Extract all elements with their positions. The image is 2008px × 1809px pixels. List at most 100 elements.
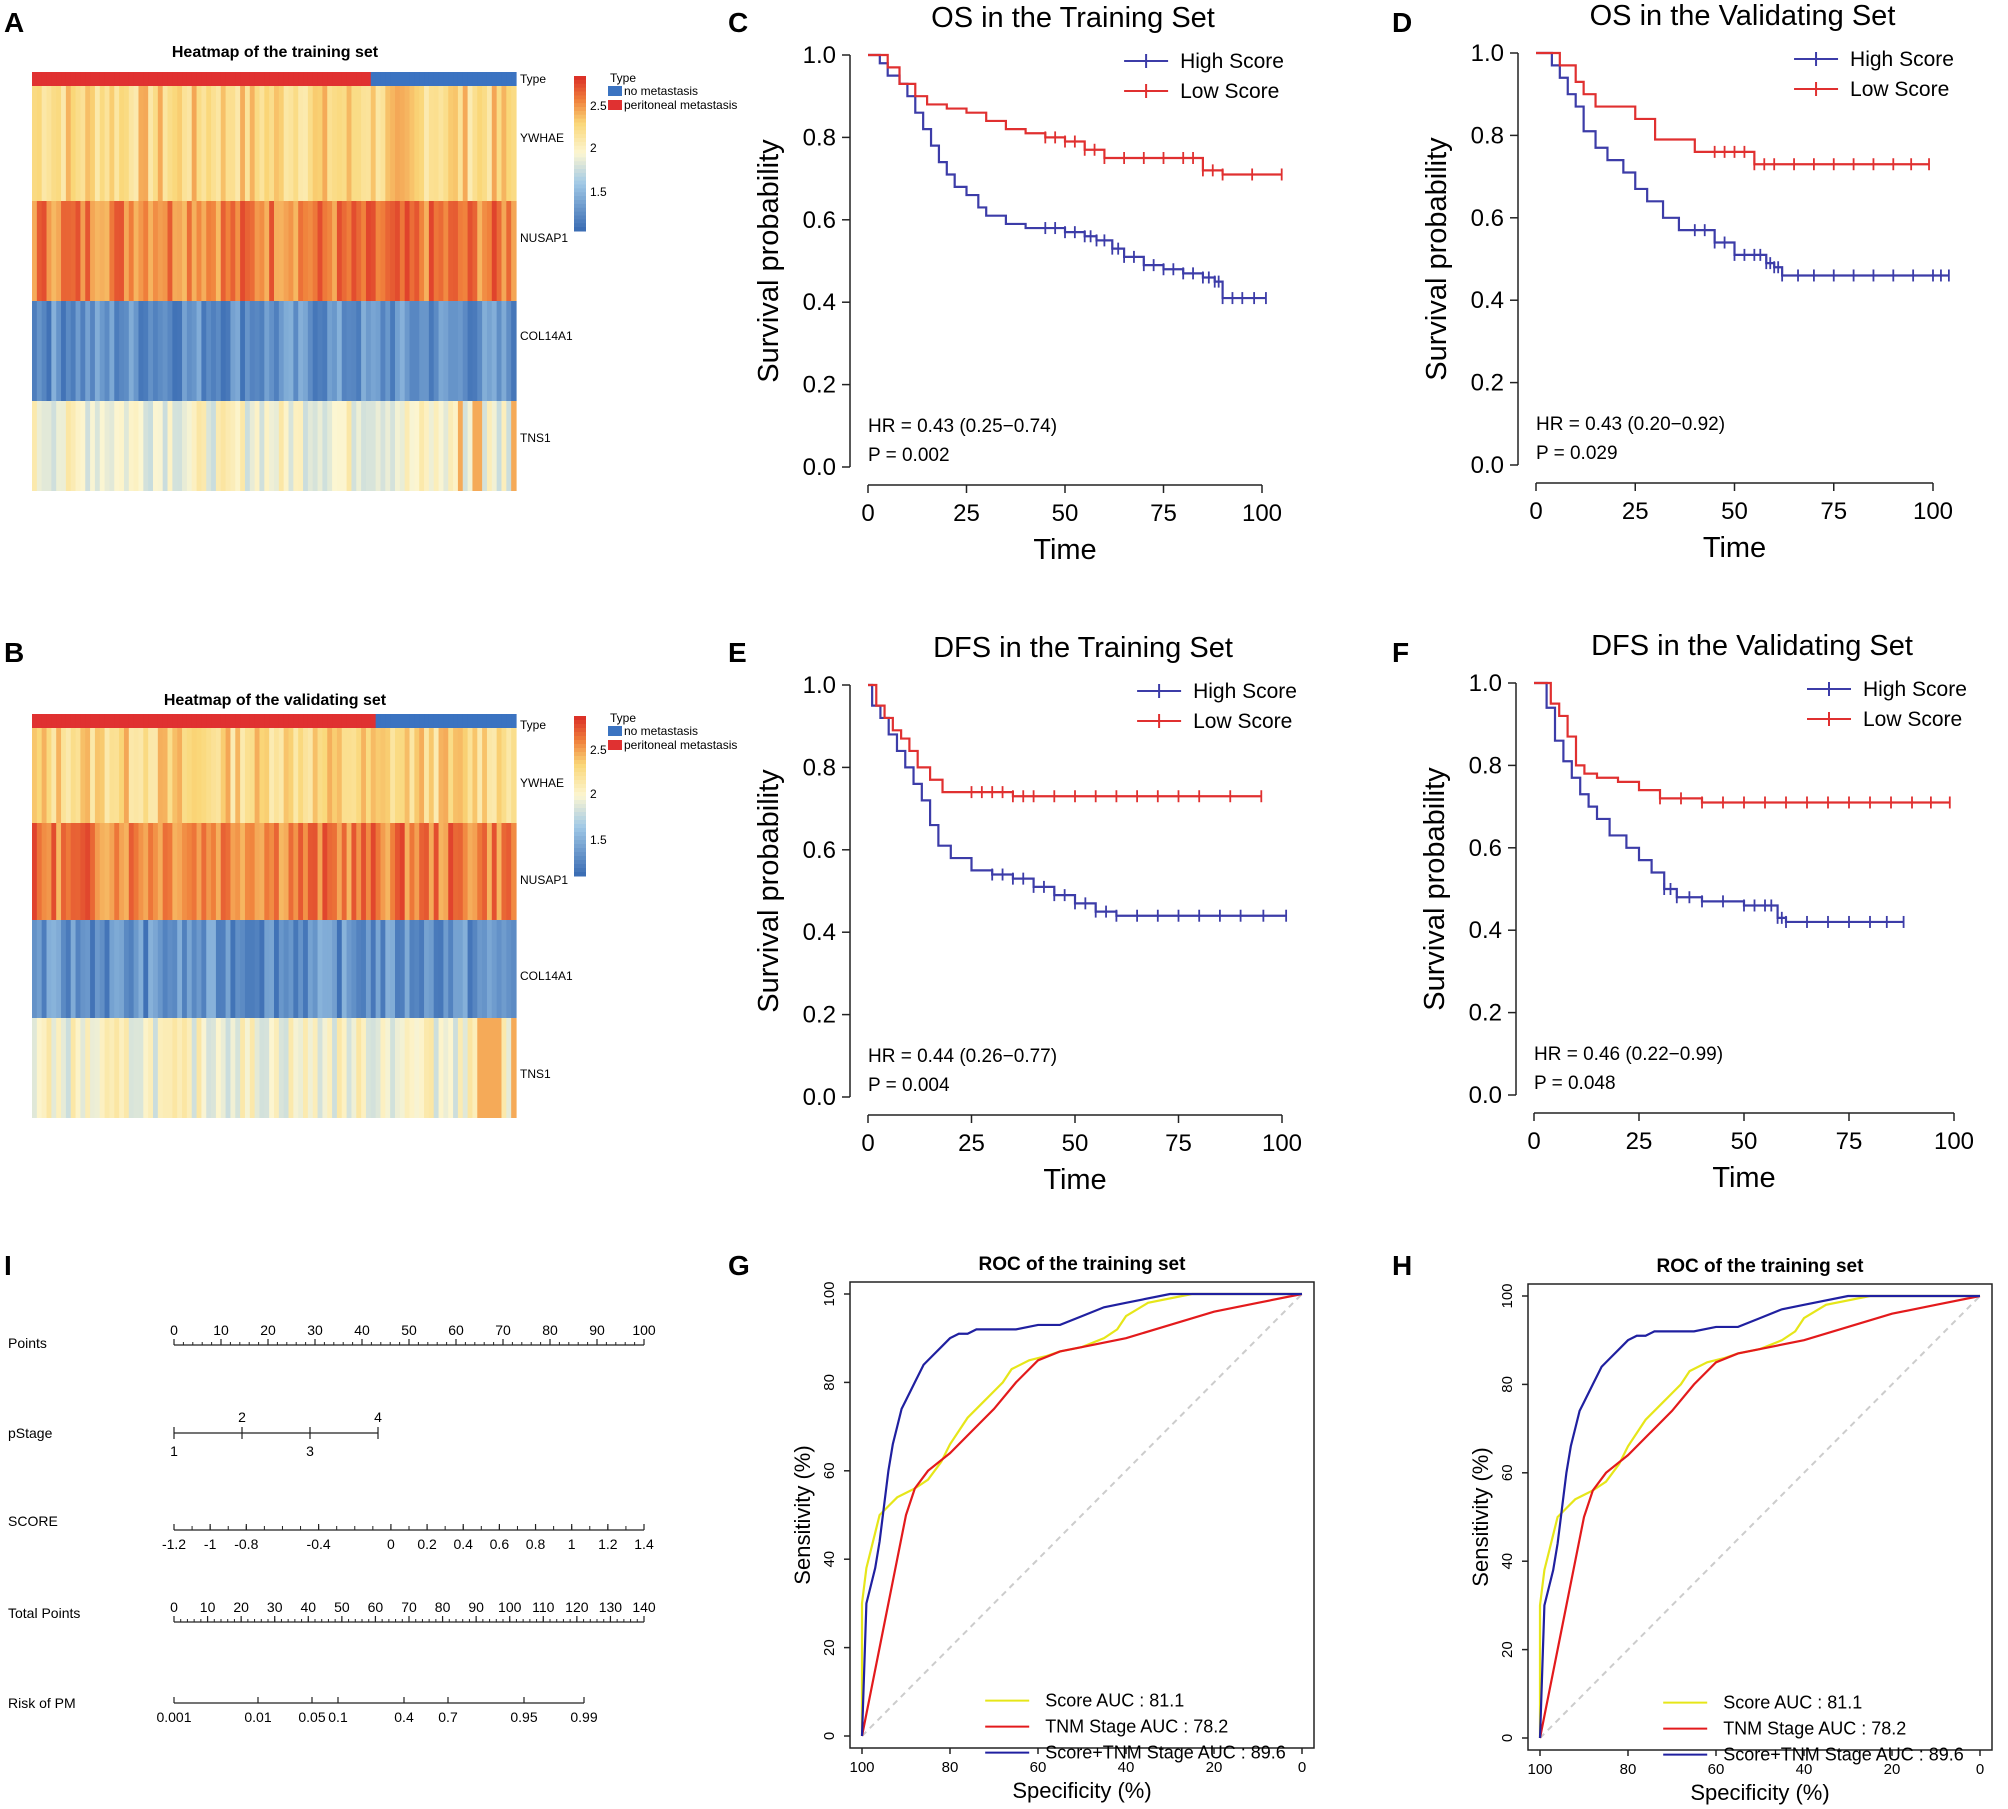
heatmap-cell: [206, 301, 212, 401]
heatmap-cell: [75, 86, 81, 201]
heatmap-cell: [206, 920, 212, 1018]
heatmap-cell: [501, 728, 507, 823]
heatmap-cell: [114, 1018, 120, 1118]
score-tick-label: 0.6: [490, 1536, 510, 1552]
x-tick-label: 0: [1527, 1128, 1540, 1155]
heatmap-cell: [244, 201, 251, 301]
heatmap-cell: [409, 401, 415, 491]
x-tick-label: 40: [1796, 1761, 1813, 1778]
heatmap-cell: [259, 201, 265, 301]
heatmap-cell: [90, 86, 96, 201]
scale-cell: [574, 740, 586, 745]
heatmap-cell: [336, 823, 343, 920]
heatmap-cell: [351, 920, 357, 1018]
heatmap-cell: [395, 301, 401, 401]
heatmap-cell: [244, 401, 251, 491]
heatmap-cell: [317, 201, 323, 301]
heatmap-cell: [94, 401, 101, 491]
heatmap-cell: [453, 920, 459, 1018]
scale-cell: [574, 820, 586, 825]
x-tick-label: 0: [1298, 1759, 1306, 1776]
heatmap-type-cell: [75, 714, 81, 728]
heatmap-cell: [332, 301, 338, 401]
heatmap-cell: [201, 401, 207, 491]
heatmap-cell: [385, 401, 391, 491]
heatmap-cell: [269, 86, 275, 201]
heatmap-type-cell: [259, 714, 265, 728]
pstage-tick-label: 1: [170, 1443, 178, 1459]
heatmap-type-cell: [453, 72, 459, 86]
heatmap-cell: [496, 823, 503, 920]
heatmap-cell: [409, 728, 415, 823]
heatmap-type-cell: [61, 714, 67, 728]
heatmap-cell: [220, 920, 227, 1018]
heatmap-cell: [511, 823, 517, 920]
heatmap-type-cell: [254, 714, 261, 728]
heatmap-cell: [119, 1018, 125, 1118]
heatmap-cell: [419, 86, 425, 201]
heatmap-cell: [235, 86, 241, 201]
heatmap-type-cell: [46, 72, 52, 86]
heatmap-cell: [317, 920, 323, 1018]
heatmap-type-cell: [322, 72, 328, 86]
heatmap-type-cell: [424, 714, 430, 728]
heatmap-cell: [148, 86, 154, 201]
heatmap-cell: [453, 201, 459, 301]
heatmap-cell: [424, 86, 430, 201]
heatmap-cell: [123, 1018, 130, 1118]
heatmap-cell: [283, 86, 290, 201]
heatmap-cell: [356, 1018, 362, 1118]
heatmap-cell: [375, 86, 382, 201]
heatmap-cell: [196, 401, 202, 491]
heatmap-cell: [365, 201, 372, 301]
x-tick-label: 75: [1820, 498, 1847, 525]
heatmap-type-cell: [80, 72, 86, 86]
scale-cell: [574, 169, 586, 174]
heatmap-type-cell: [438, 72, 444, 86]
heatmap-cell: [186, 86, 193, 201]
heatmap-cell: [148, 823, 154, 920]
heatmap-cell: [85, 1018, 91, 1118]
scale-cell: [574, 776, 586, 781]
heatmap-cell: [80, 201, 86, 301]
legend-title: Type: [610, 71, 636, 85]
heatmap-cell: [370, 201, 377, 301]
heatmap-cell: [298, 920, 304, 1018]
heatmap-cell: [390, 401, 396, 491]
points-axis-tick-label: 90: [589, 1322, 605, 1338]
heatmap-cell: [220, 201, 227, 301]
gene-label: NUSAP1: [520, 873, 568, 887]
scale-cell: [574, 816, 586, 821]
heatmap-cell: [414, 823, 420, 920]
heatmap-type-cell: [482, 714, 488, 728]
heatmap-cell: [361, 728, 367, 823]
heatmap-cell: [80, 86, 86, 201]
heatmap-cell: [162, 728, 169, 823]
heatmap-type-cell: [196, 72, 202, 86]
heatmap-type-cell: [336, 72, 343, 86]
heatmap-cell: [80, 401, 86, 491]
heatmap-type-cell: [211, 72, 217, 86]
heatmap-cell: [351, 823, 357, 920]
heatmap-type-cell: [133, 714, 140, 728]
heatmap-cell: [133, 823, 140, 920]
heatmap-cell: [404, 401, 411, 491]
heatmap-cell: [128, 728, 135, 823]
heatmap-cell: [351, 401, 357, 491]
heatmap-type-cell: [293, 714, 299, 728]
heatmap-cell: [99, 1018, 106, 1118]
heatmap-cell: [380, 301, 386, 401]
heatmap-cell: [133, 86, 140, 201]
y-tick-label: 0.4: [803, 919, 836, 946]
heatmap-cell: [114, 920, 120, 1018]
heatmap-type-cell: [385, 72, 391, 86]
heatmap-type-cell: [32, 714, 38, 728]
reference-diagonal: [1539, 1295, 1981, 1739]
heatmap-type-cell: [41, 714, 48, 728]
heatmap-cell: [56, 823, 62, 920]
x-tick-label: 100: [1934, 1128, 1974, 1155]
heatmap-type-cell: [143, 72, 149, 86]
heatmap-cell: [283, 301, 290, 401]
scale-cell: [574, 141, 586, 147]
heatmap-cell: [220, 401, 227, 491]
